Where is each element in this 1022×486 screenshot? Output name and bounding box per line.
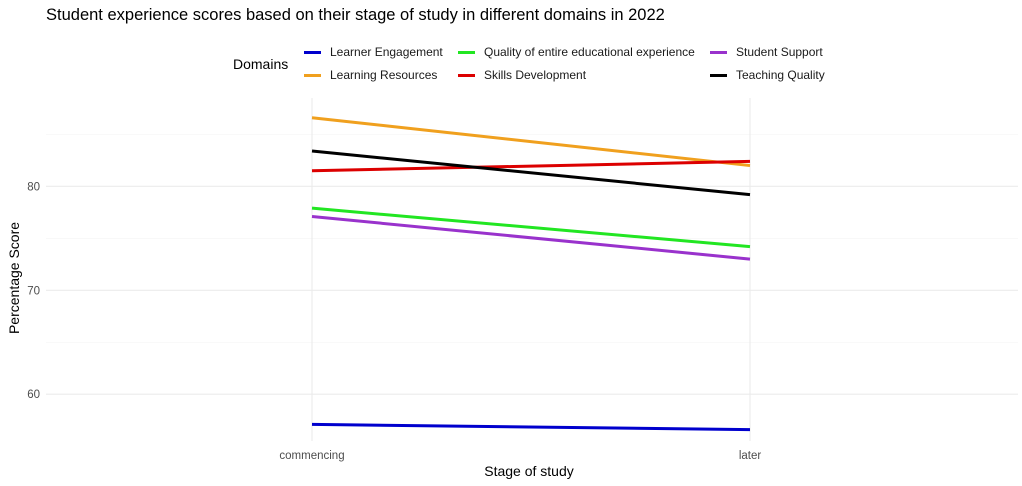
legend-label: Student Support bbox=[736, 45, 823, 59]
legend-key bbox=[710, 50, 727, 54]
series-line bbox=[311, 159, 751, 173]
legend-label: Learning Resources bbox=[330, 68, 438, 82]
y-tick-label: 70 bbox=[27, 285, 40, 297]
legend-label: Quality of entire educational experience bbox=[484, 45, 695, 59]
series-line bbox=[311, 422, 751, 432]
series-line bbox=[311, 149, 751, 197]
legend-key bbox=[458, 50, 475, 54]
legend-label: Learner Engagement bbox=[330, 45, 443, 59]
legend-item: Skills Development bbox=[458, 68, 586, 82]
legend-key bbox=[458, 73, 475, 77]
grid-lines bbox=[46, 98, 1018, 441]
series-line bbox=[311, 206, 751, 249]
legend-item: Quality of entire educational experience bbox=[458, 45, 695, 59]
x-tick-label: later bbox=[739, 450, 762, 462]
x-tick-label: commencing bbox=[279, 450, 344, 462]
legend-item: Student Support bbox=[710, 45, 823, 59]
legend-item: Teaching Quality bbox=[710, 68, 825, 82]
legend-key bbox=[710, 73, 727, 77]
y-tick-labels: 60 70 80 bbox=[27, 181, 40, 401]
legend-item: Learner Engagement bbox=[304, 45, 443, 59]
legend-key bbox=[304, 50, 321, 54]
series-line bbox=[311, 116, 751, 168]
legend-label: Skills Development bbox=[484, 68, 587, 82]
x-tick-labels: commencing later bbox=[279, 450, 761, 462]
x-axis-title: Stage of study bbox=[484, 463, 574, 479]
legend-label: Teaching Quality bbox=[736, 68, 825, 82]
y-axis-title: Percentage Score bbox=[6, 222, 22, 334]
legend-title: Domains bbox=[233, 56, 289, 72]
series-lines bbox=[311, 116, 751, 432]
legend-item: Learning Resources bbox=[304, 68, 437, 82]
series-line bbox=[311, 214, 751, 261]
y-tick-label: 60 bbox=[27, 389, 40, 401]
chart-title: Student experience scores based on their… bbox=[46, 6, 665, 24]
legend-key bbox=[304, 73, 321, 77]
y-tick-label: 80 bbox=[27, 181, 40, 193]
